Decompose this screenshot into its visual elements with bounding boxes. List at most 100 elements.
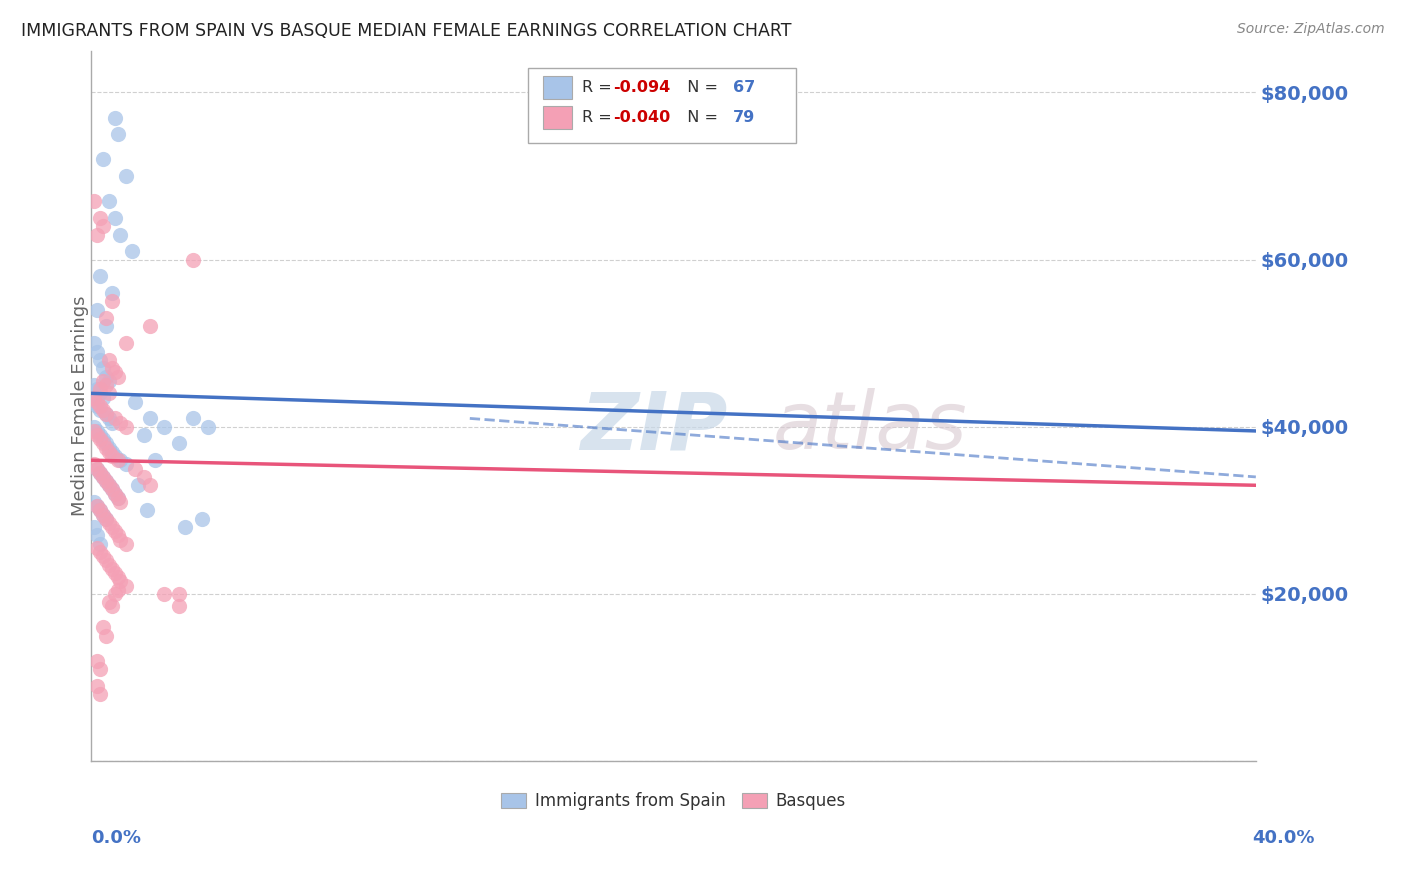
Point bbox=[86, 461, 108, 475]
Point bbox=[153, 419, 176, 434]
Point bbox=[100, 294, 122, 309]
Text: 40.0%: 40.0% bbox=[1253, 829, 1315, 847]
Text: Source: ZipAtlas.com: Source: ZipAtlas.com bbox=[1237, 22, 1385, 37]
Point bbox=[94, 378, 117, 392]
Point bbox=[89, 662, 111, 676]
Point bbox=[86, 382, 108, 396]
Point bbox=[91, 403, 114, 417]
Point bbox=[104, 587, 127, 601]
Point bbox=[91, 508, 114, 522]
Point bbox=[86, 541, 108, 555]
Point bbox=[197, 419, 219, 434]
Point bbox=[100, 599, 122, 614]
Text: atlas: atlas bbox=[772, 388, 967, 467]
Point bbox=[115, 578, 138, 592]
Point bbox=[100, 483, 122, 497]
Point bbox=[107, 582, 129, 597]
Point bbox=[94, 512, 117, 526]
Text: R =: R = bbox=[582, 110, 616, 125]
Point bbox=[104, 486, 127, 500]
Point bbox=[91, 219, 114, 234]
Point bbox=[91, 153, 114, 167]
Point bbox=[107, 128, 129, 142]
Text: -0.040: -0.040 bbox=[613, 110, 671, 125]
Y-axis label: Median Female Earnings: Median Female Earnings bbox=[72, 295, 89, 516]
Point bbox=[94, 474, 117, 488]
Point bbox=[89, 687, 111, 701]
Point bbox=[110, 227, 132, 242]
Point bbox=[145, 453, 167, 467]
Point bbox=[91, 508, 114, 522]
Point bbox=[86, 394, 108, 409]
Point bbox=[100, 286, 122, 301]
Point bbox=[181, 411, 204, 425]
Point bbox=[83, 458, 105, 472]
Point bbox=[97, 411, 120, 425]
Text: 79: 79 bbox=[733, 110, 755, 125]
Point bbox=[83, 336, 105, 351]
Text: 67: 67 bbox=[733, 80, 755, 95]
Point bbox=[107, 453, 129, 467]
Point bbox=[121, 244, 143, 259]
Point bbox=[89, 386, 111, 401]
Point bbox=[107, 491, 129, 505]
Point bbox=[89, 432, 111, 446]
Point bbox=[86, 679, 108, 693]
Point bbox=[89, 382, 111, 396]
Point bbox=[83, 520, 105, 534]
Point bbox=[138, 478, 160, 492]
Point bbox=[91, 470, 114, 484]
Point bbox=[94, 407, 117, 421]
Text: N =: N = bbox=[678, 80, 723, 95]
Point bbox=[115, 169, 138, 183]
Point bbox=[97, 478, 120, 492]
Point bbox=[94, 629, 117, 643]
Point bbox=[89, 537, 111, 551]
Point bbox=[107, 528, 129, 542]
Point bbox=[110, 574, 132, 589]
Point bbox=[83, 394, 105, 409]
Point bbox=[191, 512, 214, 526]
Point bbox=[104, 366, 127, 380]
Point bbox=[94, 369, 117, 384]
Text: -0.094: -0.094 bbox=[613, 80, 671, 95]
Bar bbox=[543, 76, 572, 99]
Point bbox=[94, 553, 117, 567]
Point bbox=[83, 419, 105, 434]
Point bbox=[107, 491, 129, 505]
Point bbox=[100, 483, 122, 497]
Legend: Immigrants from Spain, Basques: Immigrants from Spain, Basques bbox=[495, 785, 852, 817]
Point bbox=[86, 344, 108, 359]
Point bbox=[86, 528, 108, 542]
Point bbox=[100, 562, 122, 576]
Point bbox=[91, 432, 114, 446]
Point bbox=[97, 478, 120, 492]
Text: IMMIGRANTS FROM SPAIN VS BASQUE MEDIAN FEMALE EARNINGS CORRELATION CHART: IMMIGRANTS FROM SPAIN VS BASQUE MEDIAN F… bbox=[21, 22, 792, 40]
Point bbox=[107, 369, 129, 384]
Point bbox=[89, 428, 111, 442]
Point bbox=[83, 424, 105, 438]
FancyBboxPatch shape bbox=[529, 69, 796, 143]
Point bbox=[104, 449, 127, 463]
Point bbox=[83, 378, 105, 392]
Text: 0.0%: 0.0% bbox=[91, 829, 142, 847]
Point bbox=[89, 352, 111, 367]
Point bbox=[97, 374, 120, 388]
Point bbox=[86, 499, 108, 513]
Point bbox=[153, 587, 176, 601]
Point bbox=[110, 453, 132, 467]
Point bbox=[86, 654, 108, 668]
Point bbox=[138, 411, 160, 425]
Point bbox=[86, 461, 108, 475]
Point bbox=[94, 407, 117, 421]
Point bbox=[173, 520, 195, 534]
Point bbox=[89, 211, 111, 225]
Point bbox=[132, 470, 155, 484]
Point bbox=[167, 587, 190, 601]
Point bbox=[91, 374, 114, 388]
Point bbox=[91, 470, 114, 484]
Point bbox=[86, 499, 108, 513]
Point bbox=[97, 194, 120, 208]
Point bbox=[89, 399, 111, 413]
Point bbox=[89, 545, 111, 559]
